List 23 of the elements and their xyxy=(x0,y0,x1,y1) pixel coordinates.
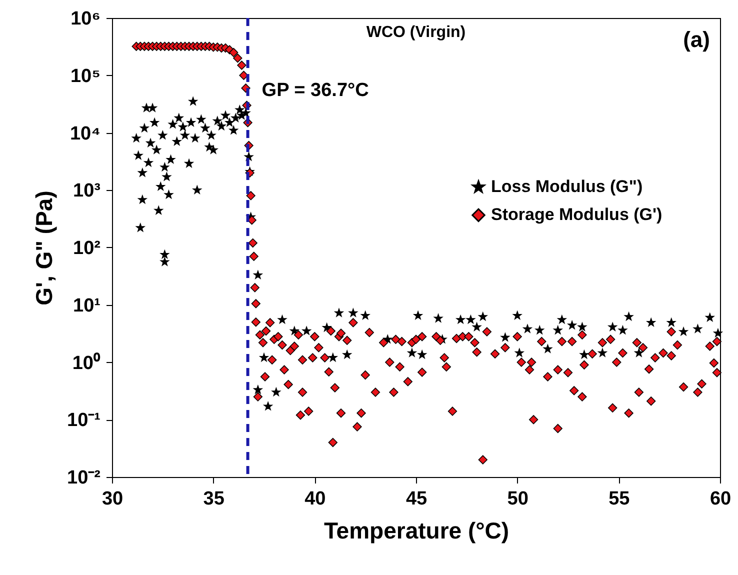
x-tick-label: 60 xyxy=(710,488,732,510)
y-tick-label: 10⁶ xyxy=(70,8,100,30)
legend-label: Loss Modulus (G") xyxy=(491,177,643,196)
legend-label: Storage Modulus (G') xyxy=(491,205,662,224)
x-axis-title: Temperature (°C) xyxy=(324,518,510,544)
annotation: (a) xyxy=(683,27,710,52)
x-tick-label: 35 xyxy=(203,488,225,510)
x-tick-label: 50 xyxy=(507,488,528,510)
y-tick-label: 10⁵ xyxy=(70,66,100,87)
x-tick-label: 40 xyxy=(304,488,326,510)
y-tick-label: 10² xyxy=(73,238,100,259)
x-tick-label: 45 xyxy=(406,488,428,510)
y-tick-label: 10⁻² xyxy=(67,468,100,488)
x-tick-label: 30 xyxy=(102,488,124,510)
y-tick-label: 10⁻¹ xyxy=(67,410,100,432)
y-tick-label: 10³ xyxy=(73,180,100,202)
annotation: WCO (Virgin) xyxy=(366,24,466,41)
x-tick-label: 55 xyxy=(608,488,630,510)
y-tick-label: 10⁰ xyxy=(72,352,100,374)
y-tick-label: 10⁴ xyxy=(70,123,100,144)
y-axis-title: G', G" (Pa) xyxy=(31,190,58,306)
y-tick-label: 10¹ xyxy=(73,295,100,316)
ref-line-label: GP = 36.7°C xyxy=(262,80,370,101)
